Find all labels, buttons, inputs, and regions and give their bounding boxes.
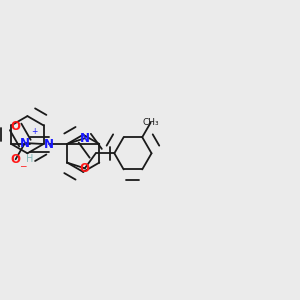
- Text: H: H: [26, 154, 34, 164]
- Text: N: N: [80, 132, 90, 145]
- Text: O: O: [11, 153, 21, 166]
- Text: CH₃: CH₃: [142, 118, 159, 127]
- Text: N: N: [20, 136, 30, 150]
- Text: +: +: [32, 128, 38, 136]
- Text: −: −: [19, 162, 26, 171]
- Text: O: O: [11, 120, 21, 134]
- Text: N: N: [44, 137, 53, 151]
- Text: O: O: [80, 162, 90, 175]
